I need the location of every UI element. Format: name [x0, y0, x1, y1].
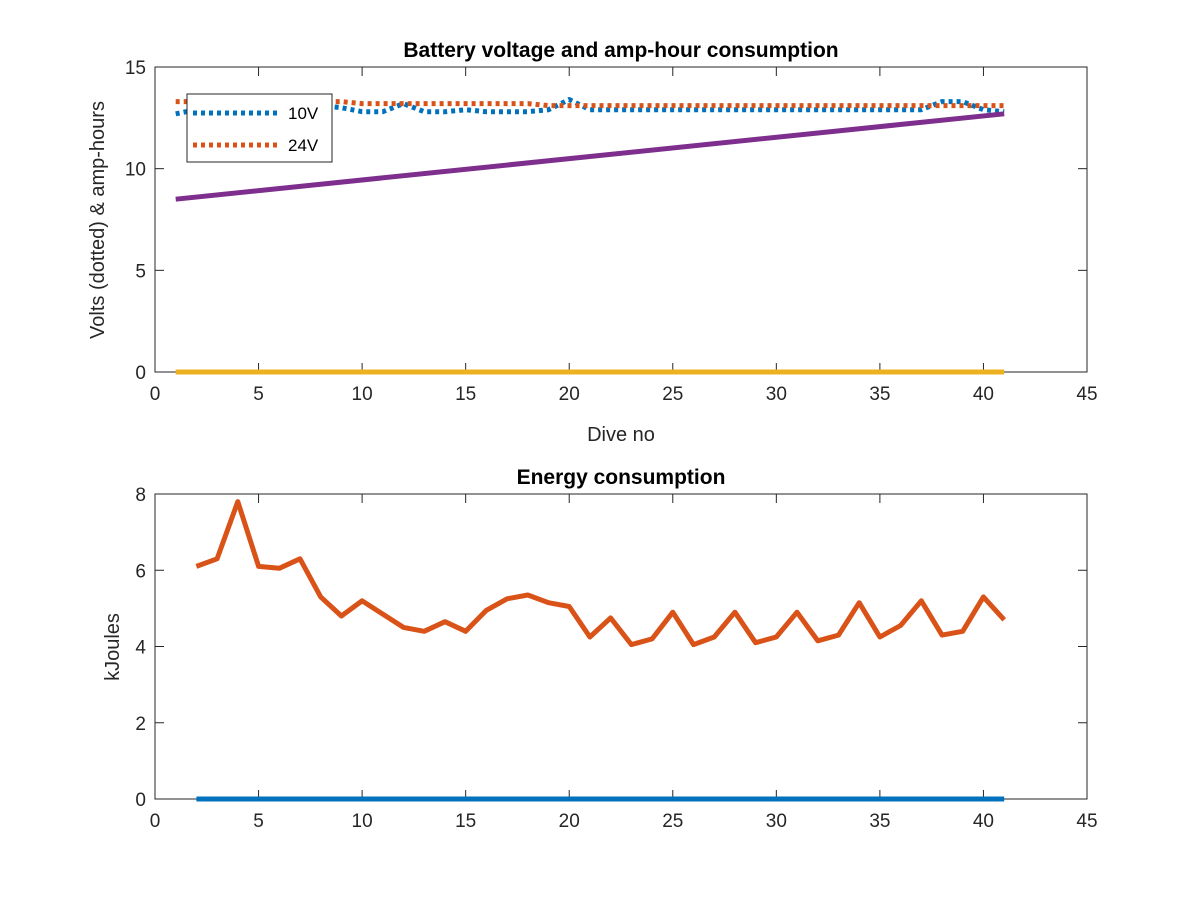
- voltage-x-tick-label: 10: [352, 384, 373, 405]
- voltage-series-line-2: [175, 111, 1005, 202]
- energy-x-tick-label: 30: [766, 811, 787, 832]
- voltage-y-axis-label: Volts (dotted) & amp-hours: [87, 101, 109, 339]
- energy-ticks: 0 5 10 15 20 25 30 35 40 45 0 2 4 6 8: [135, 485, 1097, 832]
- energy-x-tick-label: 15: [455, 811, 476, 832]
- voltage-y-tick-label: 5: [135, 261, 146, 282]
- voltage-x-axis-label: Dive no: [587, 424, 655, 446]
- voltage-x-tick-label: 45: [1076, 384, 1097, 405]
- energy-x-tick-label: 5: [253, 811, 264, 832]
- voltage-x-tick-label: 30: [766, 384, 787, 405]
- voltage-x-tick-label: 40: [973, 384, 994, 405]
- voltage-x-tick-label: 15: [455, 384, 476, 405]
- energy-x-tick-label: 0: [150, 811, 161, 832]
- voltage-chart-title: Battery voltage and amp-hour consumption: [403, 39, 838, 62]
- energy-x-tick-label: 10: [352, 811, 373, 832]
- voltage-x-tick-label: 35: [869, 384, 890, 405]
- energy-series: [195, 499, 1007, 802]
- voltage-y-tick-label: 0: [135, 363, 146, 384]
- energy-y-tick-label: 0: [135, 790, 146, 811]
- legend-box: [186, 93, 333, 163]
- energy-y-tick-label: 6: [135, 561, 146, 582]
- energy-y-tick-label: 4: [135, 638, 146, 659]
- voltage-legend: 10V 24V: [186, 93, 333, 163]
- voltage-x-tick-label: 25: [662, 384, 683, 405]
- voltage-ticks: 0 5 10 15 20 25 30 35 40 45 0 5 10 15: [125, 58, 1098, 405]
- energy-x-tick-label: 45: [1076, 811, 1097, 832]
- energy-x-tick-label: 40: [973, 811, 994, 832]
- energy-y-tick-label: 2: [135, 714, 146, 735]
- energy-x-tick-label: 20: [559, 811, 580, 832]
- voltage-y-tick-label: 10: [125, 160, 146, 181]
- voltage-y-tick-label: 15: [125, 58, 146, 79]
- legend-label-24v: 24V: [288, 136, 319, 155]
- energy-y-tick-label: 8: [135, 485, 146, 506]
- energy-series-line-0: [195, 499, 1007, 648]
- voltage-x-tick-label: 20: [559, 384, 580, 405]
- energy-x-tick-label: 35: [869, 811, 890, 832]
- energy-y-axis-label: kJoules: [102, 613, 124, 681]
- energy-chart-title: Energy consumption: [517, 466, 726, 489]
- voltage-x-tick-label: 5: [253, 384, 264, 405]
- energy-chart: Energy consumption kJoules 0 5 10 15 20 25 30 3…: [102, 466, 1098, 832]
- voltage-chart: Battery voltage and amp-hour consumption…: [87, 39, 1098, 446]
- energy-x-tick-label: 25: [662, 811, 683, 832]
- legend-label-10v: 10V: [288, 104, 319, 123]
- voltage-x-tick-label: 0: [150, 384, 161, 405]
- energy-axes-box: [154, 493, 1088, 800]
